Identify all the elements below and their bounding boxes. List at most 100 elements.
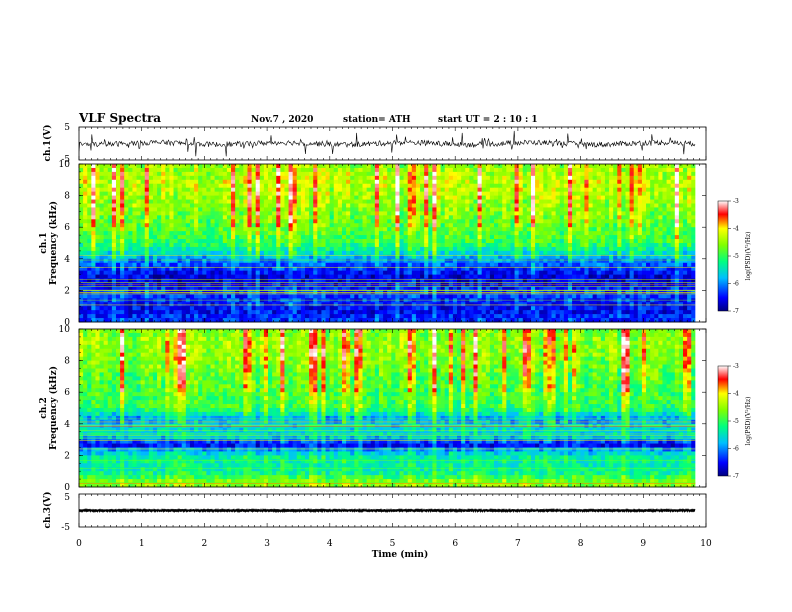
- spectrogram-cell: [547, 246, 552, 252]
- spectrogram-cell: [650, 278, 655, 283]
- spectrogram-cell: [600, 258, 606, 264]
- spectrogram-cell: [194, 270, 199, 275]
- spectrogram-cell: [539, 195, 544, 200]
- spectrogram-cell: [498, 250, 503, 256]
- spectrogram-cell: [247, 223, 252, 228]
- spectrogram-cell: [173, 227, 179, 232]
- spectrogram-cell: [580, 171, 585, 177]
- spectrogram-cell: [518, 207, 524, 212]
- spectrogram-cell: [91, 274, 96, 279]
- spectrogram-cell: [383, 164, 388, 169]
- spectrogram-cell: [683, 235, 688, 240]
- spectrogram-cell: [403, 282, 409, 287]
- spectrogram-cell: [600, 239, 606, 244]
- spectrogram-cell: [276, 235, 281, 240]
- spectrogram-cell: [169, 175, 174, 181]
- spectrogram-cell: [346, 164, 351, 169]
- spectrogram-cell: [231, 231, 236, 236]
- spectrogram-cell: [691, 231, 696, 236]
- spectrogram-cell: [576, 246, 581, 252]
- spectrogram-cell: [457, 171, 462, 177]
- spectrogram-cell: [629, 183, 635, 189]
- spectrogram-cell: [366, 183, 372, 189]
- spectrogram-cell: [461, 227, 466, 232]
- spectrogram-cell: [469, 286, 474, 291]
- spectrogram-cell: [304, 243, 310, 248]
- spectrogram-cell: [222, 183, 228, 189]
- spectrogram-cell: [670, 243, 676, 248]
- spectrogram-cell: [136, 171, 142, 177]
- spectrogram-cell: [202, 179, 207, 185]
- spectrogram-cell: [132, 187, 137, 193]
- spectrogram-cell: [202, 282, 207, 287]
- spectrogram-cell: [650, 199, 655, 204]
- spectrogram-cell: [304, 171, 310, 177]
- spectrogram-cell: [457, 164, 462, 169]
- spectrogram-cell: [317, 171, 322, 177]
- spectrogram-cell: [247, 179, 252, 185]
- spectrogram-cell: [674, 266, 680, 272]
- spectrogram-cell: [235, 254, 240, 260]
- spectrogram-cell: [535, 199, 540, 204]
- spectrogram-cell: [346, 207, 351, 212]
- spectrogram-cell: [378, 254, 384, 260]
- spectrogram-cell: [683, 191, 688, 196]
- spectrogram-cell: [288, 231, 294, 236]
- spectrogram-cell: [580, 278, 585, 283]
- spectrogram-cell: [567, 171, 573, 177]
- spectrogram-cell: [596, 270, 602, 275]
- spectrogram-cell: [189, 199, 195, 204]
- spectrogram-cell: [473, 219, 478, 224]
- spectrogram-cell: [358, 239, 363, 244]
- spectrogram-cell: [177, 187, 183, 193]
- spectrogram-cell: [683, 278, 688, 283]
- spectrogram-cell: [650, 243, 655, 248]
- spectrogram-cell: [387, 258, 392, 264]
- spectrogram-cell: [99, 258, 105, 264]
- spectrogram-cell: [210, 258, 215, 264]
- spectrogram-cell: [633, 266, 639, 272]
- spectrogram-cell: [288, 175, 294, 181]
- spectrogram-cell: [350, 262, 355, 268]
- spectrogram-cell: [124, 278, 129, 283]
- spectrogram-cell: [325, 175, 331, 181]
- spectrogram-cell: [161, 223, 166, 228]
- spectrogram-cell: [140, 203, 146, 208]
- spectrogram-cell: [678, 254, 684, 260]
- spectrogram-cell: [370, 246, 376, 252]
- spectrogram-cell: [387, 183, 392, 189]
- spectrogram-cell: [115, 207, 121, 212]
- spectrogram-cell: [547, 191, 552, 196]
- spectrogram-cell: [107, 227, 113, 232]
- spectrogram-cell: [588, 231, 594, 236]
- spectrogram-cell: [580, 246, 585, 252]
- spectrogram-cell: [609, 254, 614, 260]
- spectrogram-cell: [321, 211, 326, 216]
- spectrogram-cell: [284, 227, 289, 232]
- spectrogram-cell: [551, 243, 557, 248]
- spectrogram-cell: [683, 199, 688, 204]
- spectrogram-cell: [247, 262, 252, 268]
- spectrogram-cell: [391, 207, 396, 212]
- spectrogram-cell: [403, 254, 409, 260]
- spectrogram-cell: [140, 223, 146, 228]
- spectrogram-cell: [383, 211, 388, 216]
- spectrogram-cell: [251, 215, 257, 220]
- spectrogram-cell: [617, 179, 622, 185]
- spectrogram-cell: [448, 282, 454, 287]
- spectrogram-cell: [337, 211, 343, 216]
- spectrogram-cell: [576, 175, 581, 181]
- spectrogram-cell: [268, 179, 273, 185]
- spectrogram-cell: [650, 258, 655, 264]
- spectrogram-cell: [559, 191, 565, 196]
- spectrogram-cell: [530, 231, 536, 236]
- spectrogram-cell: [378, 215, 384, 220]
- spectrogram-cell: [206, 215, 211, 220]
- spectrogram-cell: [563, 235, 569, 240]
- spectrogram-cell: [559, 282, 565, 287]
- spectrogram-cell: [79, 258, 84, 264]
- spectrogram-cell: [317, 274, 322, 279]
- spectrogram-cell: [161, 211, 166, 216]
- spectrogram-cell: [202, 183, 207, 189]
- spectrogram-cell: [268, 227, 273, 232]
